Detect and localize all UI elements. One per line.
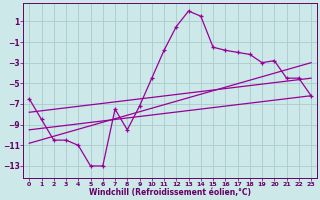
X-axis label: Windchill (Refroidissement éolien,°C): Windchill (Refroidissement éolien,°C) [89,188,251,197]
